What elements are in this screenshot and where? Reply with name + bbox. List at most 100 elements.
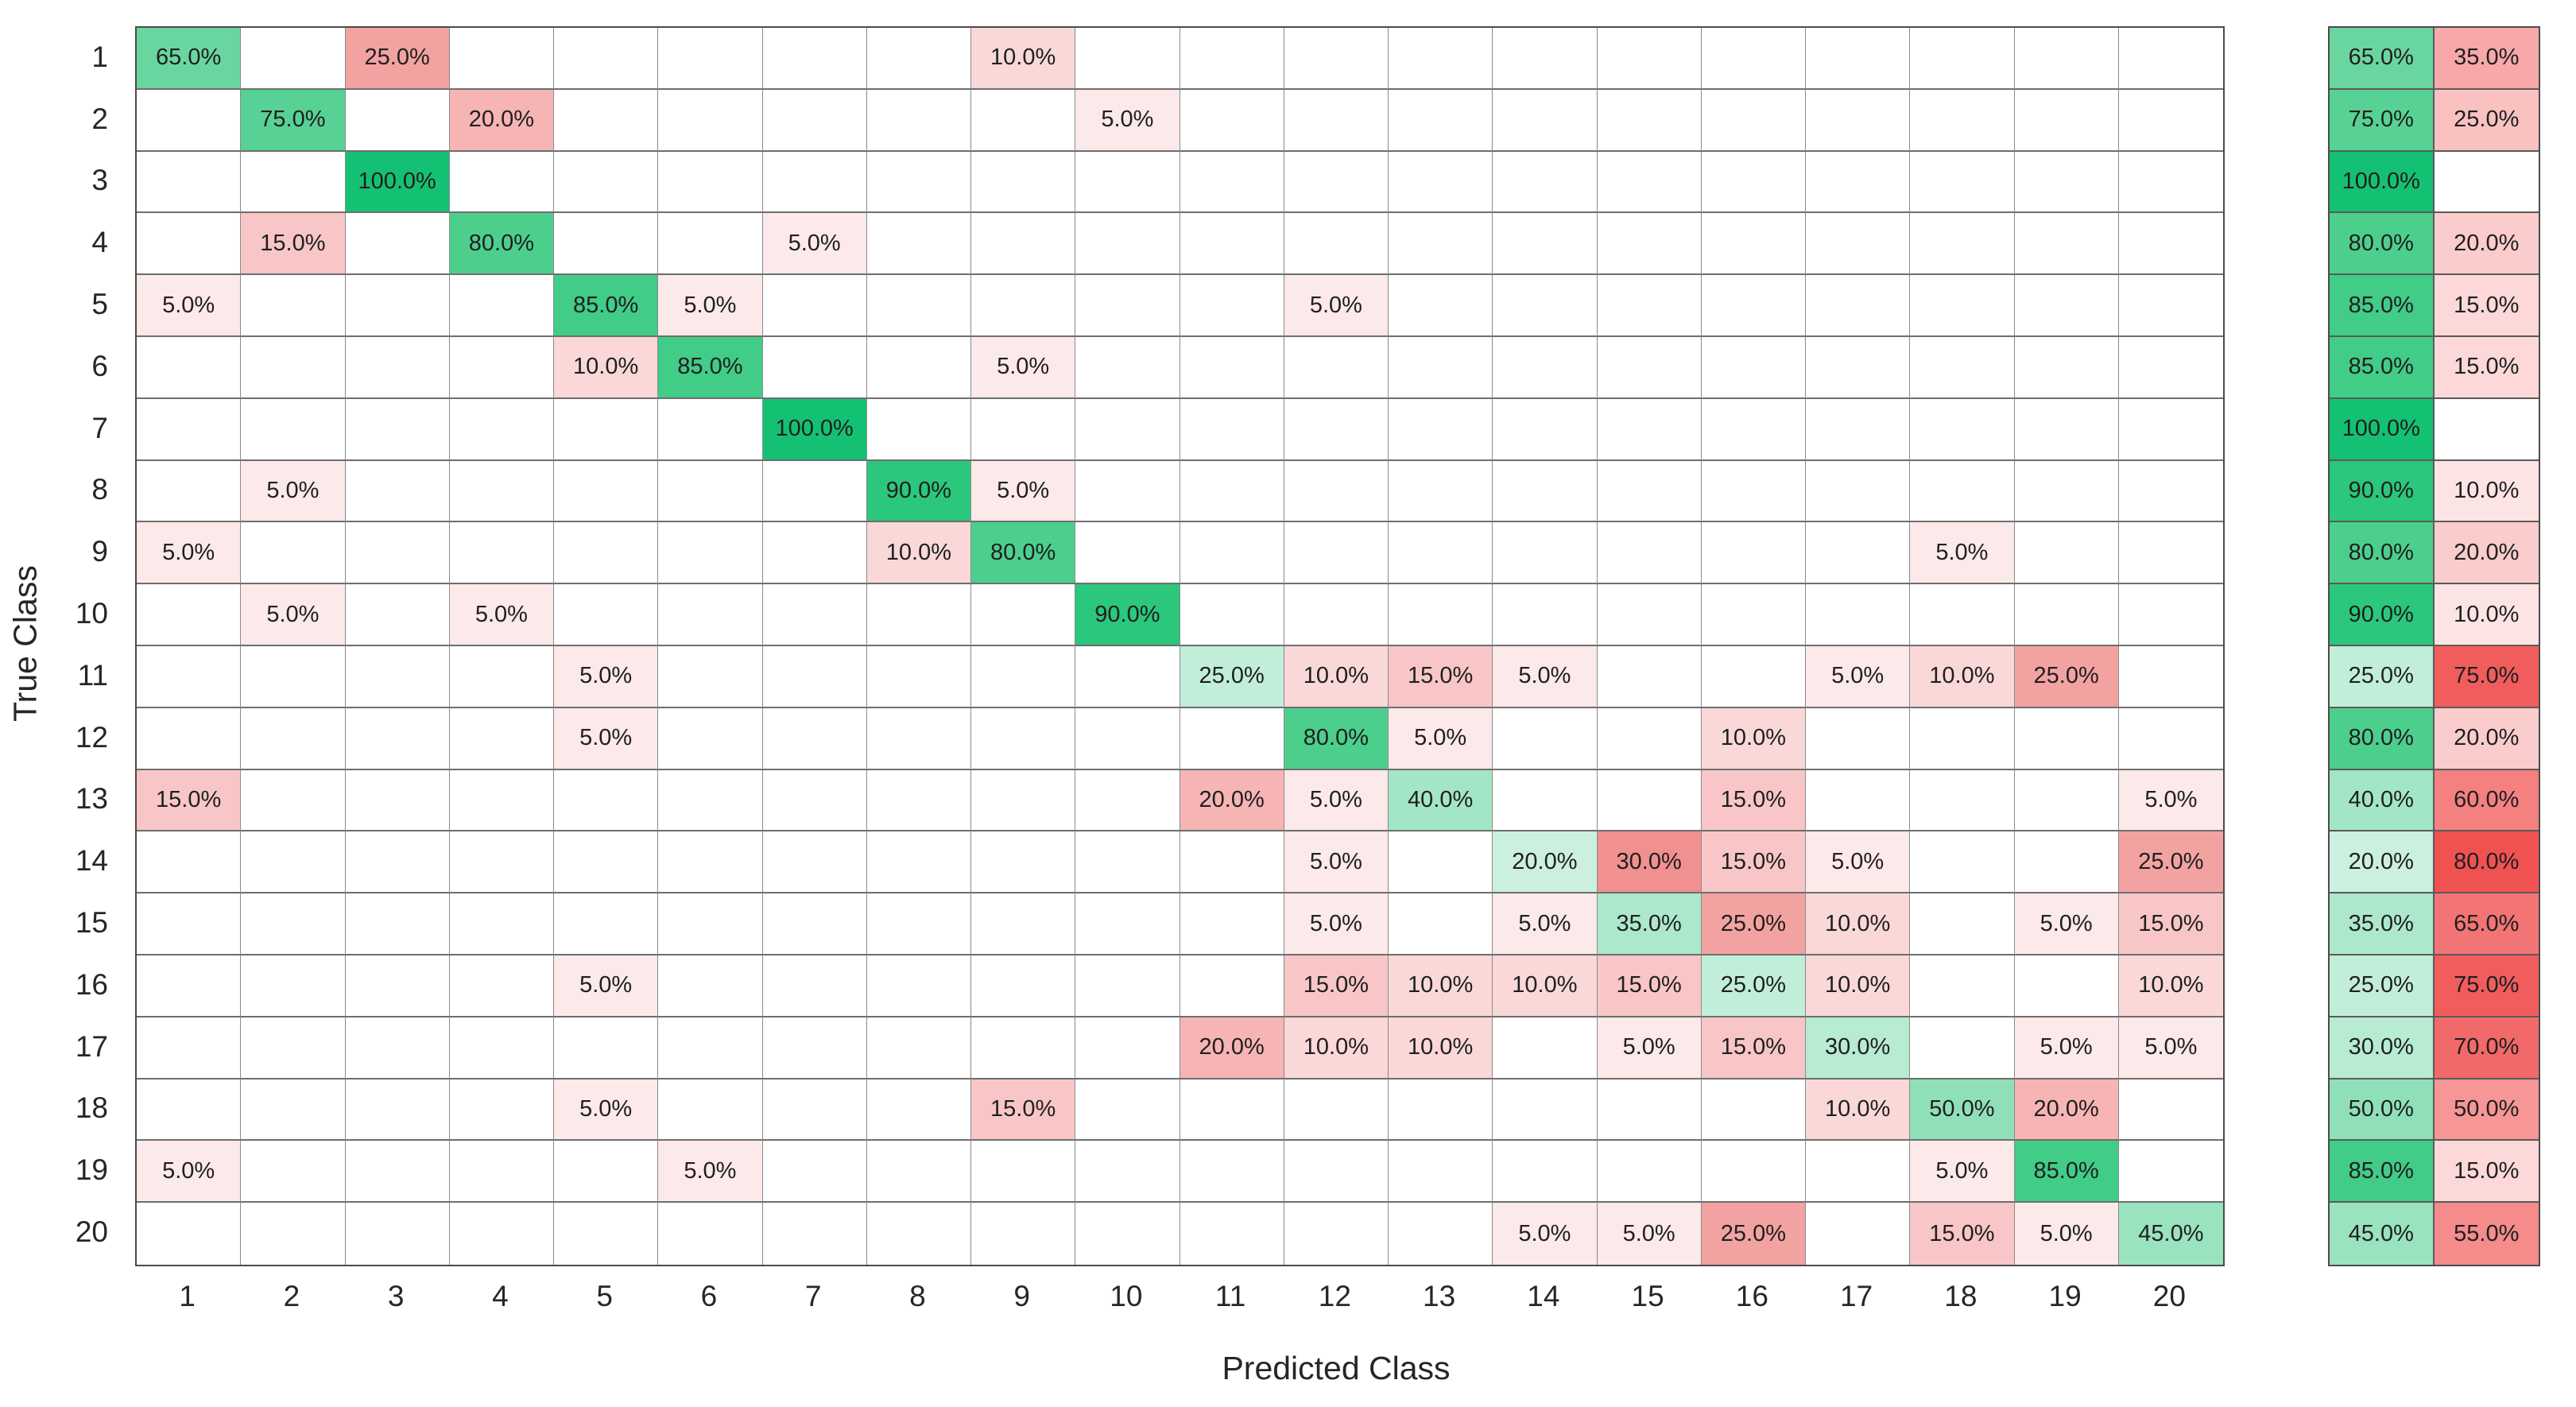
matrix-cell: 5.0% <box>554 707 659 770</box>
matrix-cell <box>2014 89 2119 152</box>
x-tick-label: 3 <box>387 1280 405 1312</box>
matrix-cell <box>2118 89 2223 152</box>
matrix-cell <box>1910 89 2015 152</box>
matrix-cell <box>1493 337 1598 399</box>
matrix-cell: 5.0% <box>1910 522 2015 585</box>
matrix-cell <box>1806 28 1911 90</box>
matrix-cell <box>762 151 867 214</box>
matrix-cell: 10.0% <box>1389 955 1493 1017</box>
matrix-cell <box>971 1017 1076 1079</box>
matrix-cell <box>971 893 1076 955</box>
matrix-cell <box>762 769 867 832</box>
matrix-cell: 20.0% <box>2014 1079 2119 1141</box>
matrix-cell <box>241 398 346 461</box>
matrix-cell <box>1389 584 1493 646</box>
matrix-cell <box>241 1141 346 1204</box>
matrix-cell: 5.0% <box>1284 275 1389 337</box>
matrix-cell <box>554 1017 659 1079</box>
matrix-cell <box>1806 213 1911 276</box>
matrix-cell <box>345 1141 450 1204</box>
matrix-cell <box>1075 707 1180 770</box>
matrix-cell <box>1597 337 1702 399</box>
matrix-cell <box>2014 460 2119 523</box>
matrix-cell <box>554 1141 659 1204</box>
matrix-cell <box>1389 1079 1493 1141</box>
matrix-cell <box>658 89 763 152</box>
matrix-cell: 5.0% <box>971 337 1076 399</box>
matrix-cell <box>971 151 1076 214</box>
matrix-cell <box>449 1079 554 1141</box>
matrix-cell <box>2014 769 2119 832</box>
matrix-cell <box>2014 275 2119 337</box>
summary-incorrect-cell <box>2434 151 2539 214</box>
matrix-cell <box>1493 522 1598 585</box>
matrix-cell <box>1389 460 1493 523</box>
matrix-cell: 10.0% <box>2118 955 2223 1017</box>
summary-incorrect-cell: 35.0% <box>2434 28 2539 90</box>
matrix-cell <box>1701 584 1806 646</box>
summary-incorrect-cell: 55.0% <box>2434 1203 2539 1265</box>
matrix-cell <box>2118 460 2223 523</box>
matrix-cell <box>658 460 763 523</box>
matrix-cell <box>1910 584 2015 646</box>
matrix-cell <box>866 646 971 708</box>
x-tick-label: 15 <box>1631 1280 1664 1312</box>
matrix-cell <box>345 213 450 276</box>
matrix-cell <box>2118 1141 2223 1204</box>
matrix-cell <box>866 707 971 770</box>
matrix-cell <box>658 1079 763 1141</box>
matrix-cell <box>345 275 450 337</box>
matrix-cell: 5.0% <box>1493 1203 1598 1265</box>
matrix-cell <box>2118 522 2223 585</box>
matrix-cell <box>1180 893 1284 955</box>
matrix-cell <box>1597 275 1702 337</box>
matrix-cell <box>1806 707 1911 770</box>
matrix-cell: 25.0% <box>1180 646 1284 708</box>
matrix-cell <box>1389 337 1493 399</box>
summary-incorrect-cell <box>2434 398 2539 461</box>
matrix-cell <box>1701 151 1806 214</box>
matrix-cell <box>1597 151 1702 214</box>
summary-correct-cell: 30.0% <box>2330 1017 2435 1079</box>
matrix-cell: 25.0% <box>2014 646 2119 708</box>
matrix-cell: 5.0% <box>1284 893 1389 955</box>
matrix-cell: 45.0% <box>2118 1203 2223 1265</box>
summary-incorrect-cell: 65.0% <box>2434 893 2539 955</box>
matrix-cell <box>449 398 554 461</box>
matrix-cell <box>1493 213 1598 276</box>
matrix-cell <box>345 831 450 894</box>
y-tick-label: 1 <box>91 40 108 73</box>
matrix-cell <box>1180 831 1284 894</box>
summary-correct-cell: 50.0% <box>2330 1079 2435 1141</box>
matrix-cell: 5.0% <box>762 213 867 276</box>
matrix-cell <box>866 584 971 646</box>
matrix-cell <box>1597 213 1702 276</box>
matrix-cell <box>658 646 763 708</box>
matrix-cell: 5.0% <box>449 584 554 646</box>
matrix-cell <box>1806 151 1911 214</box>
matrix-cell <box>345 646 450 708</box>
matrix-cell <box>1284 1203 1389 1265</box>
matrix-cell <box>1075 646 1180 708</box>
matrix-cell <box>1284 460 1389 523</box>
matrix-cell <box>971 89 1076 152</box>
matrix-cell <box>1806 337 1911 399</box>
matrix-cell <box>449 337 554 399</box>
matrix-cell <box>2014 522 2119 585</box>
y-tick-label: 9 <box>91 535 108 568</box>
matrix-cell <box>1701 275 1806 337</box>
matrix-cell <box>2014 213 2119 276</box>
matrix-cell <box>449 1141 554 1204</box>
matrix-cell: 10.0% <box>1389 1017 1493 1079</box>
matrix-cell <box>1806 1203 1911 1265</box>
matrix-cell <box>658 707 763 770</box>
y-tick-label: 16 <box>75 967 108 1001</box>
matrix-cell: 25.0% <box>1701 1203 1806 1265</box>
matrix-cell: 20.0% <box>1180 769 1284 832</box>
matrix-cell: 5.0% <box>137 522 242 585</box>
matrix-cell <box>449 955 554 1017</box>
matrix-cell: 15.0% <box>1701 1017 1806 1079</box>
matrix-cell <box>2118 646 2223 708</box>
matrix-cell <box>1597 460 1702 523</box>
y-tick-label: 20 <box>75 1215 108 1249</box>
